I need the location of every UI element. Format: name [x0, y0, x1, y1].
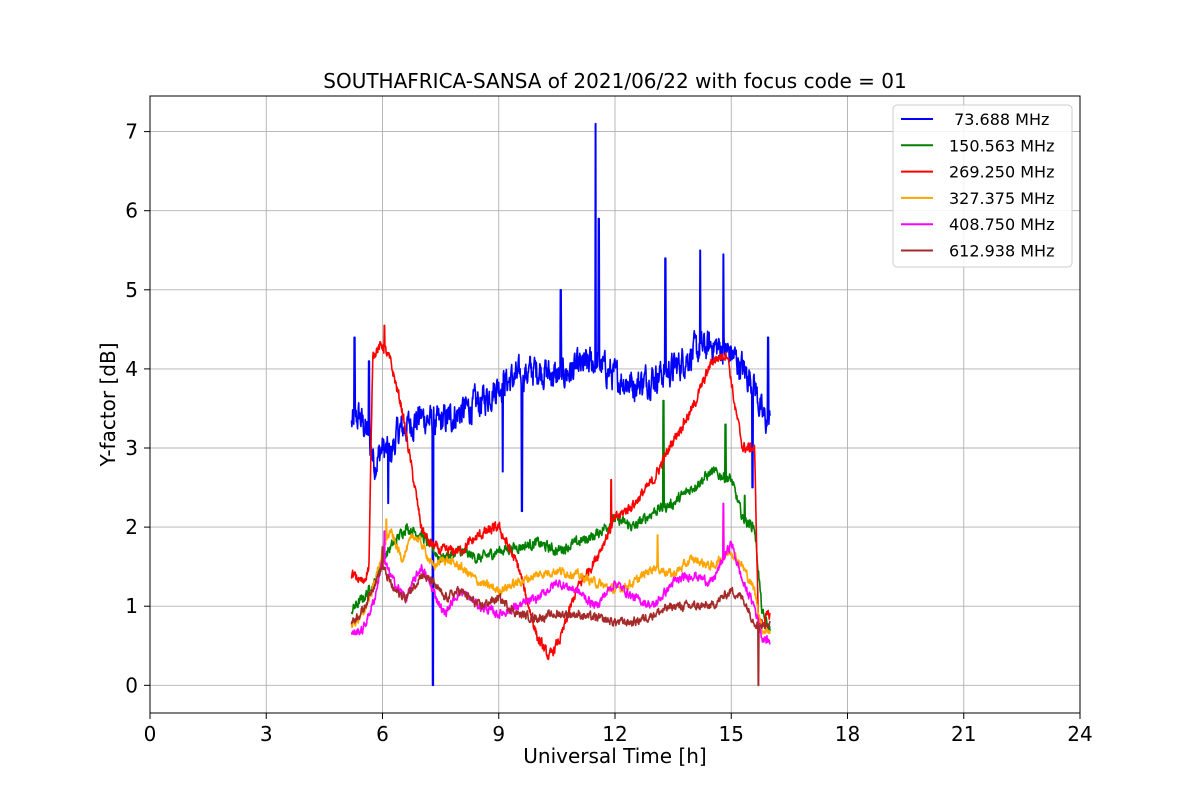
series-line-2: [350, 324, 771, 661]
series-line-5: [350, 546, 771, 687]
y-tick-label: 3: [125, 436, 138, 460]
series-line-1: [350, 399, 771, 632]
series-line-0: [350, 122, 771, 687]
x-tick-label: 24: [1067, 722, 1092, 746]
x-tick-label: 12: [602, 722, 627, 746]
legend-box: [892, 104, 1073, 268]
plot-area: [350, 122, 771, 687]
y-axis-label: Y-factor [dB]: [96, 342, 120, 467]
y-tick-label: 6: [125, 199, 138, 223]
x-tick-label: 6: [376, 722, 389, 746]
x-axis-label: Universal Time [h]: [523, 744, 706, 768]
x-tick-label: 3: [260, 722, 273, 746]
chart-title: SOUTHAFRICA-SANSA of 2021/06/22 with foc…: [323, 69, 907, 93]
legend-label-1: 150.563 MHz: [949, 136, 1054, 155]
legend-label-0: 73.688 MHz: [949, 110, 1049, 129]
y-tick-label: 2: [125, 515, 138, 539]
series-line-3: [350, 510, 771, 635]
legend-label-4: 408.750 MHz: [949, 215, 1054, 234]
x-tick-label: 21: [951, 722, 976, 746]
y-tick-label: 0: [125, 673, 138, 697]
x-tick-label: 15: [719, 722, 744, 746]
y-tick-label: 1: [125, 594, 138, 618]
y-tick-label: 5: [125, 278, 138, 302]
x-tick-label: 0: [144, 722, 157, 746]
x-tick-label: 9: [492, 722, 505, 746]
legend-label-2: 269.250 MHz: [949, 163, 1054, 182]
y-tick-label: 4: [125, 357, 138, 381]
series-line-4: [350, 502, 771, 645]
legend-label-5: 612.938 MHz: [949, 242, 1054, 261]
legend-label-3: 327.375 MHz: [949, 189, 1054, 208]
y-tick-label: 7: [125, 120, 138, 144]
legend: 73.688 MHz 150.563 MHz 269.250 MHz 327.375 …: [892, 104, 1073, 268]
x-tick-label: 18: [835, 722, 860, 746]
